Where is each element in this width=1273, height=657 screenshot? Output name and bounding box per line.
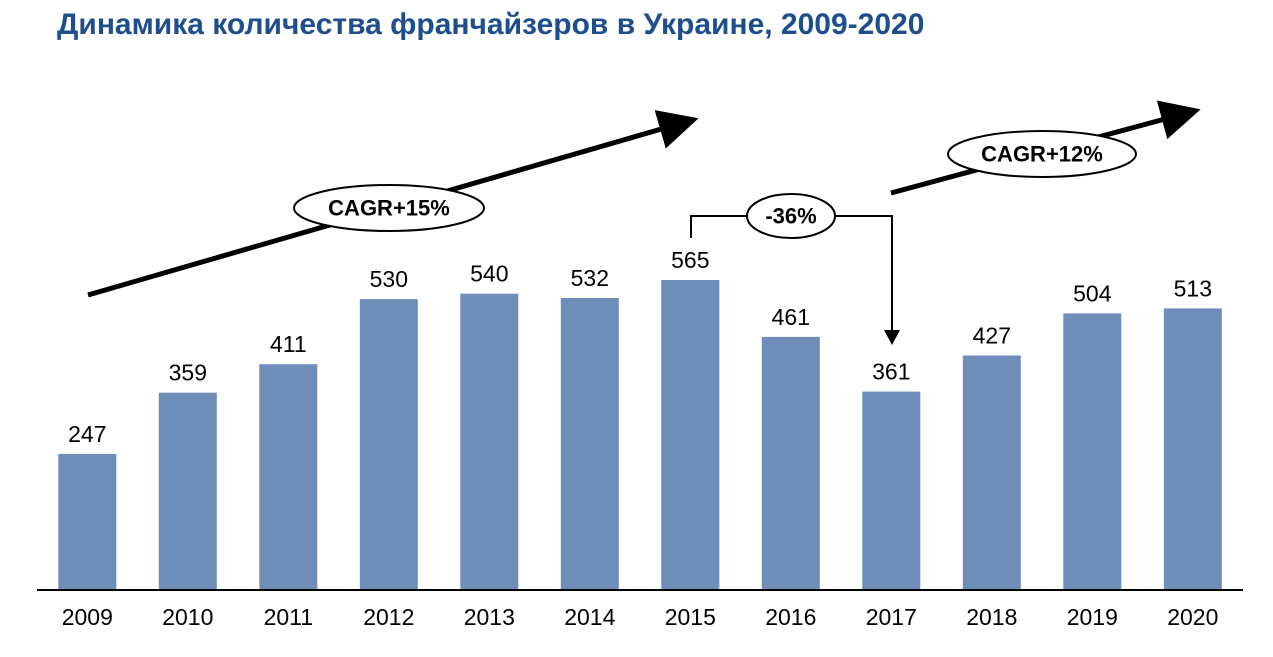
category-labels-group: 2009 2010 2011 2012 2013 2014 2015 2016 2017 2018… bbox=[62, 604, 1219, 630]
cagr-right-label: CAGR+12% bbox=[981, 142, 1103, 167]
category-label-2020: 2020 bbox=[1167, 604, 1218, 630]
category-label-2010: 2010 bbox=[162, 604, 213, 630]
value-label-2016: 461 bbox=[772, 304, 810, 330]
category-label-2012: 2012 bbox=[363, 604, 414, 630]
bar-2010 bbox=[158, 392, 217, 589]
bar-2020 bbox=[1163, 308, 1222, 589]
bar-2019 bbox=[1063, 313, 1122, 589]
category-label-2016: 2016 bbox=[765, 604, 816, 630]
category-label-2009: 2009 bbox=[62, 604, 113, 630]
value-label-2012: 530 bbox=[370, 266, 408, 292]
bar-2012 bbox=[359, 299, 418, 589]
value-label-2020: 513 bbox=[1174, 275, 1212, 301]
bar-2013 bbox=[460, 293, 519, 589]
bar-2015 bbox=[661, 280, 720, 589]
value-label-2011: 411 bbox=[270, 331, 307, 357]
category-label-2014: 2014 bbox=[564, 604, 615, 630]
bars-group bbox=[58, 280, 1222, 589]
bar-2018 bbox=[962, 355, 1021, 589]
cagr-right-bubble bbox=[947, 130, 1137, 178]
value-labels-group: 247 359 411 530 540 532 565 461 361 427 504 513 bbox=[68, 247, 1212, 447]
bar-2016 bbox=[761, 336, 820, 589]
category-label-2013: 2013 bbox=[464, 604, 515, 630]
drop-arrow-head bbox=[884, 330, 900, 345]
bar-2017 bbox=[862, 391, 921, 589]
value-label-2018: 427 bbox=[973, 323, 1011, 349]
value-label-2010: 359 bbox=[169, 360, 207, 386]
category-label-2019: 2019 bbox=[1067, 604, 1118, 630]
value-label-2019: 504 bbox=[1073, 280, 1112, 306]
cagr-left-label: CAGR+15% bbox=[328, 196, 450, 221]
value-label-2014: 532 bbox=[571, 265, 609, 291]
drop-label: -36% bbox=[765, 204, 816, 229]
bar-2009 bbox=[58, 453, 117, 589]
value-label-2013: 540 bbox=[470, 261, 508, 287]
value-label-2017: 361 bbox=[872, 359, 910, 385]
value-label-2009: 247 bbox=[68, 421, 106, 447]
category-label-2011: 2011 bbox=[264, 604, 313, 630]
bar-2011 bbox=[259, 364, 318, 589]
value-label-2015: 565 bbox=[671, 247, 709, 273]
category-label-2018: 2018 bbox=[966, 604, 1017, 630]
cagr-left-bubble bbox=[293, 184, 485, 232]
bar-2014 bbox=[560, 298, 619, 589]
drop-bubble bbox=[746, 193, 836, 239]
chart-title: Динамика количества франчайзеров в Украи… bbox=[57, 8, 925, 41]
category-label-2015: 2015 bbox=[665, 604, 716, 630]
category-label-2017: 2017 bbox=[866, 604, 917, 630]
